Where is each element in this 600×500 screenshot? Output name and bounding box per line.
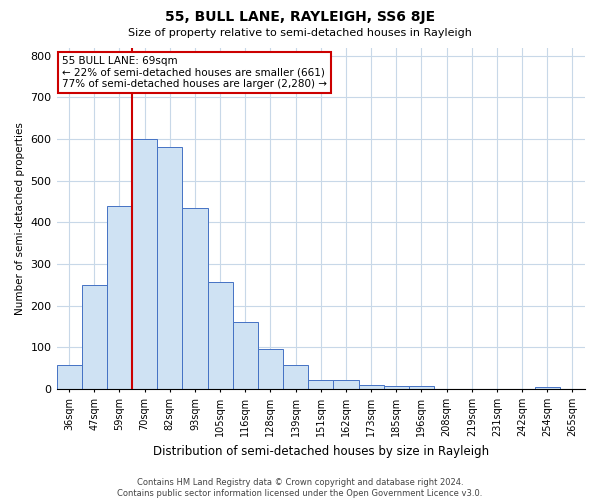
- Bar: [157, 148, 182, 389]
- Bar: [56, 366, 82, 389]
- Bar: [359, 385, 383, 389]
- Text: Contains HM Land Registry data © Crown copyright and database right 2024.
Contai: Contains HM Land Registry data © Crown c…: [118, 478, 482, 498]
- Text: 55, BULL LANE, RAYLEIGH, SS6 8JE: 55, BULL LANE, RAYLEIGH, SS6 8JE: [165, 10, 435, 24]
- Bar: [308, 380, 334, 389]
- Bar: [233, 322, 258, 389]
- Y-axis label: Number of semi-detached properties: Number of semi-detached properties: [15, 122, 25, 315]
- Text: Size of property relative to semi-detached houses in Rayleigh: Size of property relative to semi-detach…: [128, 28, 472, 38]
- Bar: [535, 387, 560, 389]
- Bar: [208, 282, 233, 389]
- Bar: [182, 208, 208, 389]
- Bar: [258, 348, 283, 389]
- Bar: [383, 386, 409, 389]
- X-axis label: Distribution of semi-detached houses by size in Rayleigh: Distribution of semi-detached houses by …: [153, 444, 489, 458]
- Bar: [409, 386, 434, 389]
- Bar: [107, 206, 132, 389]
- Bar: [283, 366, 308, 389]
- Bar: [334, 380, 359, 389]
- Text: 55 BULL LANE: 69sqm
← 22% of semi-detached houses are smaller (661)
77% of semi-: 55 BULL LANE: 69sqm ← 22% of semi-detach…: [62, 56, 327, 89]
- Bar: [132, 139, 157, 389]
- Bar: [82, 285, 107, 389]
